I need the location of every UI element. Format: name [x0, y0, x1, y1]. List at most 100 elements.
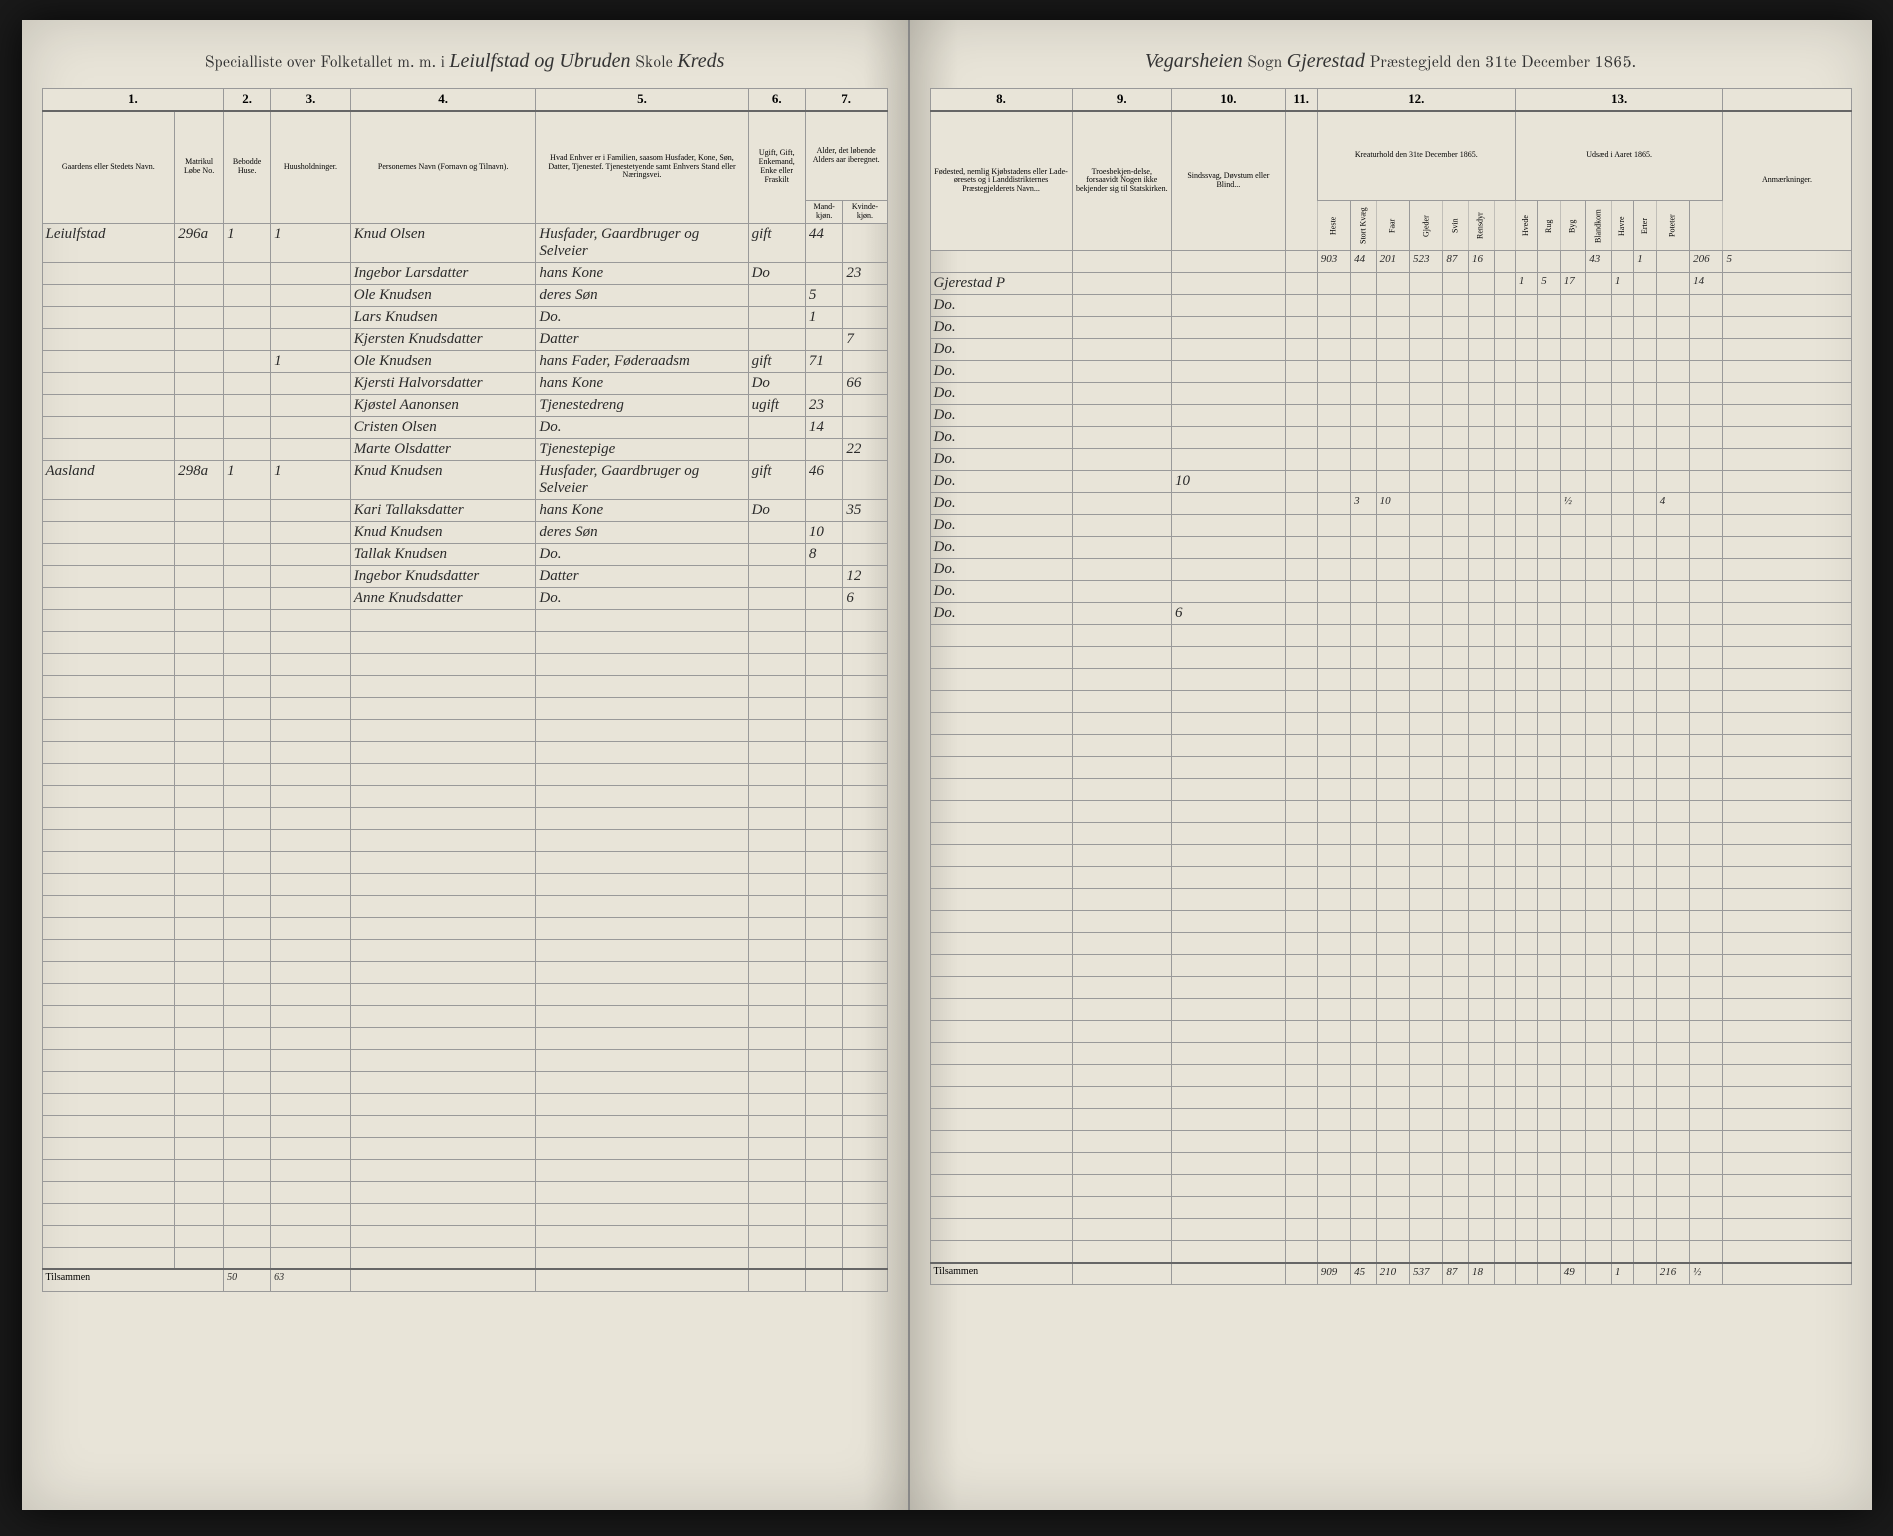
cell-matr — [175, 328, 224, 350]
cell-m_age — [805, 587, 843, 609]
sub-header — [1690, 201, 1723, 251]
cell-hus — [224, 350, 271, 372]
cell-matr — [175, 372, 224, 394]
footer-left-label: Tilsammen — [42, 1269, 224, 1291]
footer-total: ½ — [1690, 1263, 1723, 1285]
empty-row — [42, 1027, 887, 1049]
left-page: Specialliste over Folketallet m. m. i Le… — [22, 20, 910, 1510]
cell-birthplace: Do. — [930, 317, 1072, 339]
empty-row — [930, 647, 1851, 669]
table-row: Do. — [930, 317, 1851, 339]
sub-header: Byg — [1560, 201, 1586, 251]
total-cell — [1611, 251, 1633, 273]
empty-row — [42, 1159, 887, 1181]
cell-role: Do. — [536, 306, 748, 328]
cell-name: Cristen Olsen — [350, 416, 536, 438]
top-totals-row: 9034420152387164312065 — [930, 251, 1851, 273]
left-tbody: Leiulfstad296a11Knud OlsenHusfader, Gaar… — [42, 223, 887, 1269]
total-cell: 87 — [1443, 251, 1469, 273]
col3-num: 3. — [271, 89, 351, 111]
cell-m_age: 23 — [805, 394, 843, 416]
empty-row — [930, 735, 1851, 757]
cell-m_age — [805, 565, 843, 587]
cell-matr: 298a — [175, 460, 224, 499]
empty-row — [42, 763, 887, 785]
cell-role: hans Kone — [536, 372, 748, 394]
table-row: Cristen OlsenDo.14 — [42, 416, 887, 438]
cell-status — [748, 328, 805, 350]
cell-status — [748, 284, 805, 306]
cell-name: Kjersti Halvorsdatter — [350, 372, 536, 394]
cell-birthplace: Do. — [930, 581, 1072, 603]
cell-role: Datter — [536, 328, 748, 350]
cell-matr — [175, 306, 224, 328]
h3: Huusholdninger. — [271, 111, 351, 224]
right-header: Vegarsheien Sogn Gjerestad Præstegjeld d… — [930, 50, 1852, 73]
cell-hus — [224, 499, 271, 521]
empty-row — [42, 1203, 887, 1225]
cell-status: gift — [748, 350, 805, 372]
h7a: Alder, det løbende Alders aar iberegnet. — [805, 111, 887, 201]
empty-row — [930, 625, 1851, 647]
cell-place: Leiulfstad — [42, 223, 175, 262]
empty-row — [42, 873, 887, 895]
cell-birthplace: Do. — [930, 361, 1072, 383]
table-row: Do. — [930, 449, 1851, 471]
footer-total: 216 — [1656, 1263, 1689, 1285]
right-page: Vegarsheien Sogn Gjerestad Præstegjeld d… — [910, 20, 1872, 1510]
cell-hus — [224, 543, 271, 565]
cell-birthplace: Do. — [930, 383, 1072, 405]
cell-f_age: 12 — [843, 565, 887, 587]
footer-total: 909 — [1317, 1263, 1350, 1285]
table-row: Kjersti Halvorsdatterhans KoneDo66 — [42, 372, 887, 394]
sub-header: Blandkorn — [1586, 201, 1612, 251]
cell-hh: 1 — [271, 223, 351, 262]
cell-f_age — [843, 223, 887, 262]
empty-row — [930, 845, 1851, 867]
cell-role: Husfader, Gaardbruger og Selveier — [536, 460, 748, 499]
cell-birthplace: Do. — [930, 449, 1072, 471]
empty-row — [930, 999, 1851, 1021]
cell-m_age: 5 — [805, 284, 843, 306]
empty-row — [42, 1247, 887, 1269]
cell-m_age: 14 — [805, 416, 843, 438]
header-mid: Skole — [635, 55, 673, 71]
cell-hus — [224, 394, 271, 416]
cell-birthplace: Do. — [930, 603, 1072, 625]
table-row: Aasland298a11Knud KnudsenHusfader, Gaard… — [42, 460, 887, 499]
header-script1: Leiulfstad og Ubruden — [449, 50, 630, 72]
cell-place — [42, 350, 175, 372]
total-cell: 1 — [1634, 251, 1656, 273]
footer-total: 87 — [1443, 1263, 1469, 1285]
cell-place — [42, 372, 175, 394]
cell-matr — [175, 521, 224, 543]
sub-header: Faar — [1376, 201, 1409, 251]
empty-row — [930, 1175, 1851, 1197]
sub-header: Svin — [1443, 201, 1469, 251]
table-row: Do. — [930, 559, 1851, 581]
h4: Personernes Navn (Fornavn og Tilnavn). — [350, 111, 536, 224]
cell-place — [42, 587, 175, 609]
cell-hus — [224, 328, 271, 350]
h10: Sindssvag, Døvstum eller Blind... — [1172, 111, 1286, 251]
cell-hh: 1 — [271, 350, 351, 372]
cell-status: Do — [748, 262, 805, 284]
empty-row — [42, 719, 887, 741]
cell-birthplace: Do. — [930, 537, 1072, 559]
left-table: 1. 2. 3. 4. 5. 6. 7. Gaardens eller Sted… — [42, 88, 888, 1292]
empty-row — [42, 1071, 887, 1093]
cell-role: deres Søn — [536, 521, 748, 543]
empty-row — [930, 1241, 1851, 1263]
table-row: Do. — [930, 383, 1851, 405]
total-cell: 903 — [1317, 251, 1350, 273]
cell-place — [42, 521, 175, 543]
h7c: Kvinde-kjøn. — [843, 201, 887, 224]
right-table: 8. 9. 10. 11. 12. 13. Fødested, nemlig K… — [930, 88, 1852, 1285]
cell-hh — [271, 262, 351, 284]
empty-row — [42, 983, 887, 1005]
cell-place — [42, 543, 175, 565]
table-row: Kjøstel AanonsenTjenestedrengugift23 — [42, 394, 887, 416]
table-row: Ole Knudsenderes Søn5 — [42, 284, 887, 306]
empty-row — [42, 1115, 887, 1137]
footer-total — [1515, 1263, 1537, 1285]
